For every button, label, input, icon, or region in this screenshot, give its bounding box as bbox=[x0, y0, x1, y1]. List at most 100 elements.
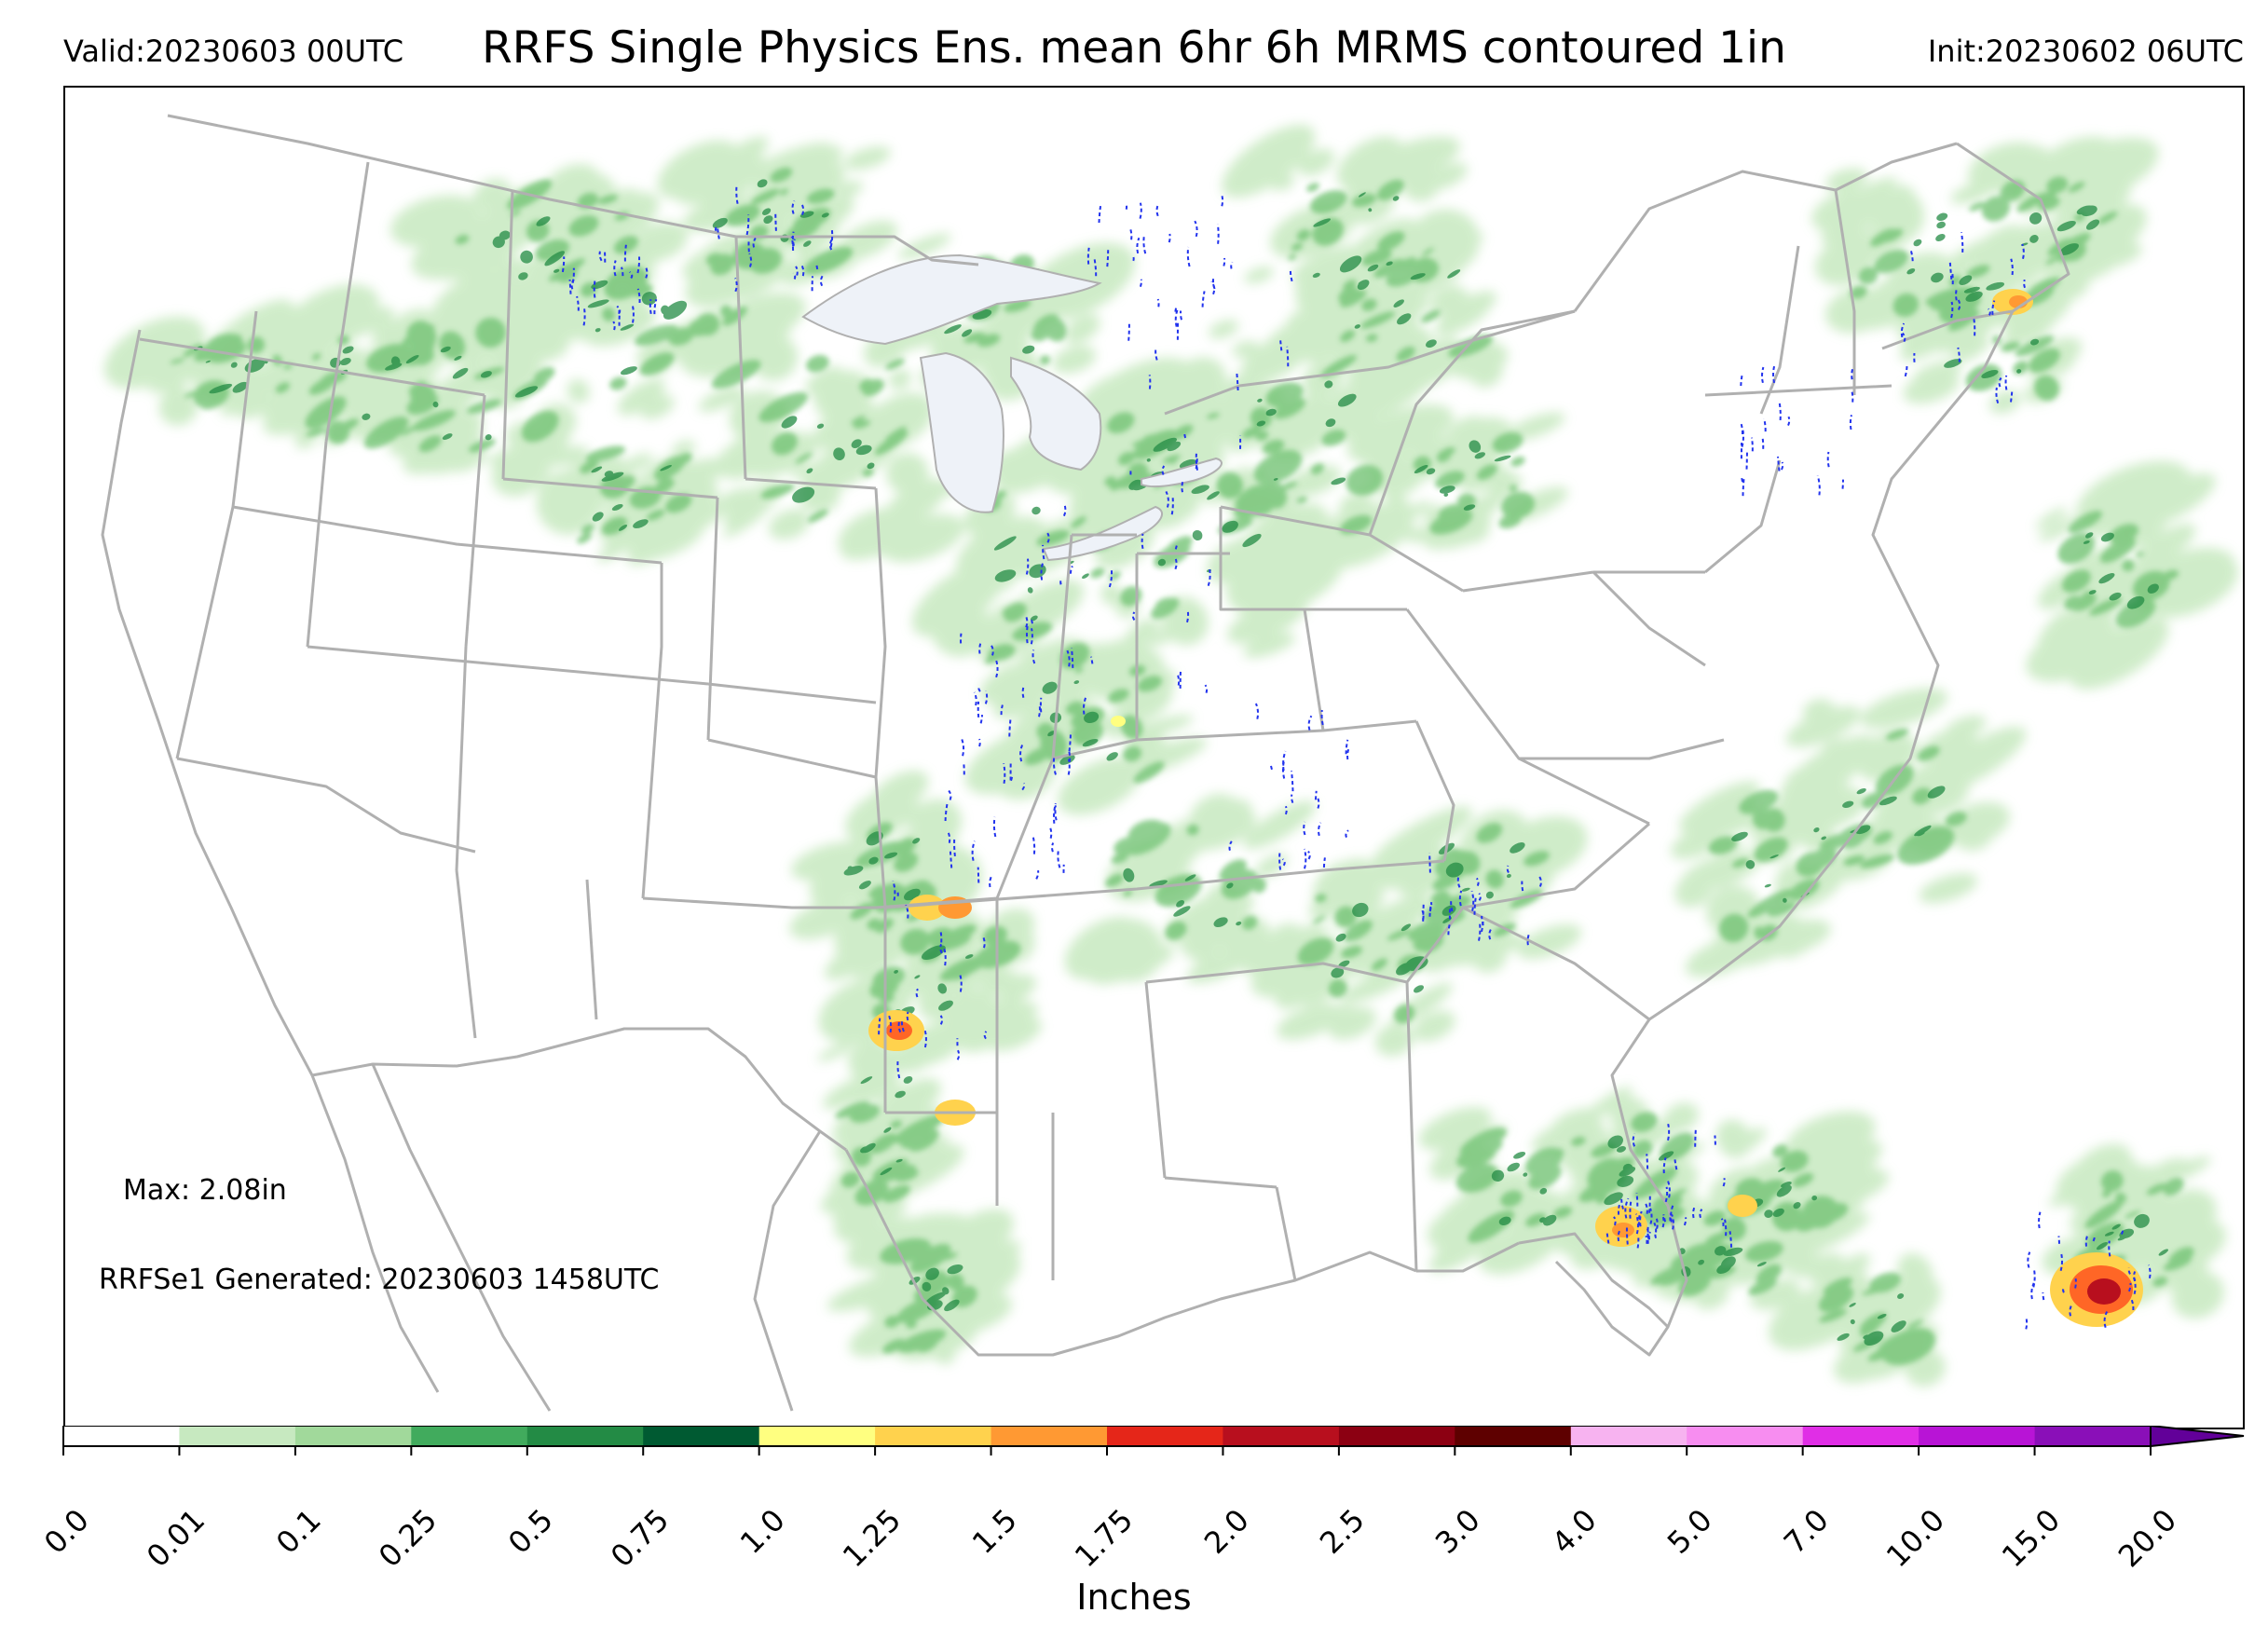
precip-mid-blob bbox=[1351, 193, 1376, 208]
contour-segment bbox=[1900, 322, 1906, 338]
precip-mid-blob bbox=[1296, 229, 1311, 241]
contour-segment bbox=[568, 280, 572, 294]
contour-segment bbox=[992, 816, 997, 838]
contour-segment bbox=[613, 260, 617, 277]
precip-mid-blob bbox=[1316, 941, 1332, 956]
contour-segment bbox=[1745, 449, 1748, 470]
precip-mid-blob bbox=[184, 390, 201, 398]
colorbar-tick-label: 1.75 bbox=[1067, 1502, 1140, 1575]
contour-segment bbox=[1035, 869, 1040, 880]
precip-mid-blob bbox=[772, 431, 798, 456]
precip-light-blob bbox=[1298, 148, 1335, 176]
contour-segment bbox=[1320, 709, 1324, 726]
precip-dark-blob bbox=[1029, 564, 1046, 579]
colorbar-segment bbox=[1919, 1426, 2035, 1446]
precip-dark-blob bbox=[1539, 1187, 1548, 1195]
contour-segment bbox=[973, 691, 977, 706]
precip-light-blob bbox=[559, 467, 609, 517]
contour-segment bbox=[960, 736, 965, 757]
precip-light-blob bbox=[2091, 185, 2132, 211]
precip-dark-blob bbox=[592, 512, 604, 522]
contour-segment bbox=[1141, 533, 1144, 550]
contour-segment bbox=[1644, 1202, 1648, 1214]
precip-mid-blob bbox=[1501, 491, 1536, 519]
contour-segment bbox=[1961, 232, 1964, 253]
contour-segment bbox=[1781, 461, 1784, 471]
colorbar-segment bbox=[643, 1426, 760, 1446]
precip-mid-blob bbox=[1328, 978, 1347, 998]
precip-dark-blob bbox=[2117, 1236, 2126, 1241]
precip-dark-blob bbox=[620, 366, 637, 376]
precip-dark-blob bbox=[792, 486, 815, 503]
precip-mid-blob bbox=[1485, 869, 1504, 889]
contour-segment bbox=[1318, 822, 1322, 837]
precip-light-blob bbox=[813, 370, 873, 421]
precip-mid-blob bbox=[1108, 689, 1129, 703]
precip-light-blob bbox=[1945, 715, 1987, 739]
precip-mid-blob bbox=[1632, 1140, 1653, 1158]
precip-dark-blob bbox=[2088, 590, 2097, 594]
precip-light-blob bbox=[597, 533, 635, 563]
contour-segment bbox=[1236, 372, 1239, 391]
precip-dark-blob bbox=[851, 439, 862, 449]
contour-segment bbox=[1165, 490, 1169, 508]
precip-mid-blob bbox=[1133, 430, 1179, 459]
precip-mid-blob bbox=[1387, 928, 1411, 941]
contour-segment bbox=[1194, 220, 1198, 238]
precip-mid-blob bbox=[1216, 472, 1243, 499]
contour-segment bbox=[1067, 749, 1072, 762]
contour-segment bbox=[1186, 608, 1190, 623]
precip-dark-blob bbox=[1821, 836, 1826, 840]
precip-mid-blob bbox=[795, 452, 813, 464]
precip-light-blob bbox=[838, 509, 904, 558]
precip-dark-blob bbox=[601, 472, 624, 482]
precip-light-blob bbox=[1243, 800, 1317, 850]
precip-dark-blob bbox=[514, 386, 539, 398]
contour-segment bbox=[1740, 421, 1744, 435]
precip-light-blob bbox=[1975, 231, 2035, 274]
contour-segment bbox=[1635, 1193, 1639, 1207]
precip-dark-blob bbox=[944, 1299, 960, 1312]
precip-dark-blob bbox=[1935, 234, 1946, 241]
precip-dark-blob bbox=[1331, 967, 1345, 978]
precip-light-blob bbox=[869, 770, 929, 815]
precip-dark-blob bbox=[994, 569, 1017, 582]
precip-mid-blob bbox=[1255, 430, 1269, 441]
precip-mid-blob bbox=[1032, 313, 1059, 335]
contour-segment bbox=[1127, 321, 1130, 341]
precip-mid-blob bbox=[1744, 1240, 1783, 1263]
precip-light-blob bbox=[980, 341, 1031, 381]
precip-dark-blob bbox=[993, 536, 1017, 551]
precip-dark-blob bbox=[1257, 398, 1263, 403]
contour-segment bbox=[1816, 475, 1821, 496]
precip-mid-blob bbox=[1423, 926, 1446, 942]
contour-segment bbox=[1108, 568, 1114, 588]
contour-segment bbox=[1142, 234, 1147, 254]
precip-mid-blob bbox=[1463, 1176, 1486, 1187]
precip-light-blob bbox=[1064, 314, 1100, 344]
precip-mid-blob bbox=[1552, 1206, 1573, 1219]
precip-light-blob bbox=[2038, 515, 2082, 542]
contour-segment bbox=[1826, 451, 1830, 468]
colorbar-tick-label: 0.1 bbox=[268, 1502, 328, 1561]
colorbar-segment bbox=[2034, 1426, 2152, 1446]
precip-mid-blob bbox=[806, 354, 829, 373]
precip-dark-blob bbox=[2059, 243, 2079, 255]
precip-dark-blob bbox=[1720, 1256, 1736, 1269]
precip-mid-blob bbox=[1291, 242, 1304, 252]
precip-mid-blob bbox=[2115, 598, 2156, 628]
colorbar-tick-label: 5.0 bbox=[1660, 1502, 1720, 1561]
precip-mid-blob bbox=[665, 493, 692, 513]
precip-dark-blob bbox=[1242, 533, 1262, 548]
precip-dark-blob bbox=[1047, 731, 1056, 737]
precip-dark-blob bbox=[884, 852, 898, 859]
precipitation-map bbox=[101, 114, 2238, 1412]
precip-mid-blob bbox=[1906, 1319, 1923, 1329]
precip-dark-blob bbox=[1191, 485, 1209, 494]
precip-light-blob bbox=[831, 1114, 881, 1142]
contour-segment bbox=[1506, 865, 1510, 874]
contour-segment bbox=[1777, 456, 1781, 472]
precip-mid-blob bbox=[1442, 447, 1455, 455]
precip-mid-blob bbox=[2015, 335, 2055, 357]
precip-dark-blob bbox=[587, 299, 609, 308]
